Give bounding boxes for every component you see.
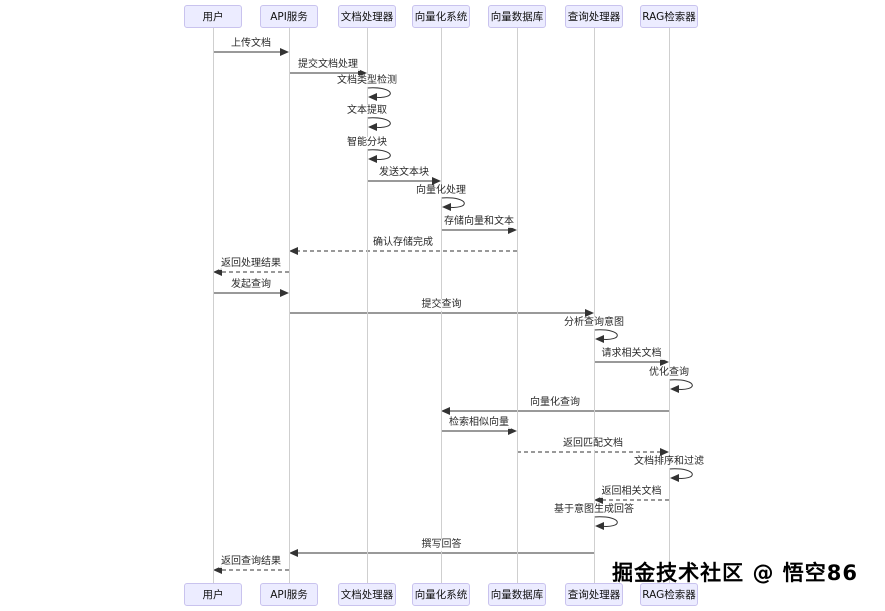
message-label-7: 存储向量和文本 [442, 216, 516, 228]
message-label-10: 发起查询 [229, 279, 273, 291]
message-label-3: 文本提取 [345, 105, 389, 117]
participant-top-3: 向量化系统 [412, 5, 470, 28]
participant-bottom-2: 文档处理器 [338, 583, 396, 606]
message-label-11: 提交查询 [419, 299, 464, 311]
message-label-5: 发送文本块 [377, 167, 431, 179]
message-label-19: 返回相关文档 [599, 486, 664, 498]
message-label-22: 返回查询结果 [219, 556, 283, 568]
arrowhead-icon [289, 247, 298, 255]
message-label-0: 上传文档 [229, 38, 273, 50]
arrowhead-icon [432, 177, 441, 185]
self-message-arc-3 [366, 117, 391, 128]
arrowhead-icon [280, 48, 289, 56]
lifeline-0 [213, 28, 214, 583]
arrowhead-icon [442, 203, 451, 211]
lifeline-1 [289, 28, 290, 583]
message-label-13: 请求相关文档 [599, 348, 664, 360]
message-label-4: 智能分块 [345, 137, 389, 149]
participant-top-2: 文档处理器 [338, 5, 396, 28]
self-message-arc-4 [366, 149, 391, 160]
participant-bottom-5: 查询处理器 [565, 583, 623, 606]
arrowhead-icon [670, 474, 679, 482]
arrowhead-icon [368, 155, 377, 163]
arrowhead-icon [441, 407, 450, 415]
message-label-1: 提交文档处理 [296, 59, 360, 71]
self-message-arc-18 [668, 468, 693, 479]
lifeline-2 [367, 28, 368, 583]
lifeline-5 [594, 28, 595, 583]
arrowhead-icon [368, 93, 377, 101]
arrowhead-icon [508, 226, 517, 234]
message-label-20: 基于意图生成回答 [552, 504, 636, 516]
arrowhead-icon [660, 358, 669, 366]
participant-top-0: 用户 [184, 5, 242, 28]
self-message-arc-2 [366, 87, 391, 98]
self-message-arc-6 [440, 197, 465, 208]
message-label-12: 分析查询意图 [562, 317, 626, 329]
arrowhead-icon [213, 566, 222, 574]
message-label-16: 检索相似向量 [447, 417, 511, 429]
arrowhead-icon [670, 385, 679, 393]
arrowhead-icon [289, 549, 298, 557]
message-label-21: 撰写回答 [419, 539, 464, 551]
self-message-arc-12 [593, 329, 618, 340]
participant-bottom-6: RAG检索器 [640, 583, 698, 606]
self-message-arc-20 [593, 516, 618, 527]
message-label-17: 返回匹配文档 [561, 438, 625, 450]
message-label-14: 优化查询 [647, 367, 691, 379]
watermark: 掘金技术社区 @ 悟空86 [612, 561, 858, 585]
arrowhead-icon [585, 309, 594, 317]
participant-bottom-3: 向量化系统 [412, 583, 470, 606]
arrowhead-icon [280, 289, 289, 297]
lifeline-6 [669, 28, 670, 583]
arrowhead-icon [213, 268, 222, 276]
participant-top-5: 查询处理器 [565, 5, 623, 28]
arrowhead-icon [508, 427, 517, 435]
message-label-8: 确认存储完成 [371, 237, 435, 249]
arrowhead-icon [595, 522, 604, 530]
message-label-9: 返回处理结果 [219, 258, 283, 270]
participant-top-4: 向量数据库 [488, 5, 546, 28]
participant-bottom-4: 向量数据库 [488, 583, 546, 606]
participant-top-6: RAG检索器 [640, 5, 698, 28]
participant-bottom-0: 用户 [184, 583, 242, 606]
lifeline-4 [517, 28, 518, 583]
participant-top-1: API服务 [260, 5, 318, 28]
message-label-6: 向量化处理 [414, 185, 468, 197]
message-label-15: 向量化查询 [528, 397, 582, 409]
arrowhead-icon [595, 335, 604, 343]
arrowhead-icon [660, 448, 669, 456]
message-label-2: 文档类型检测 [335, 75, 399, 87]
participant-bottom-1: API服务 [260, 583, 318, 606]
arrowhead-icon [594, 496, 603, 504]
self-message-arc-14 [668, 379, 693, 390]
message-label-18: 文档排序和过滤 [632, 456, 706, 468]
arrowhead-icon [368, 123, 377, 131]
